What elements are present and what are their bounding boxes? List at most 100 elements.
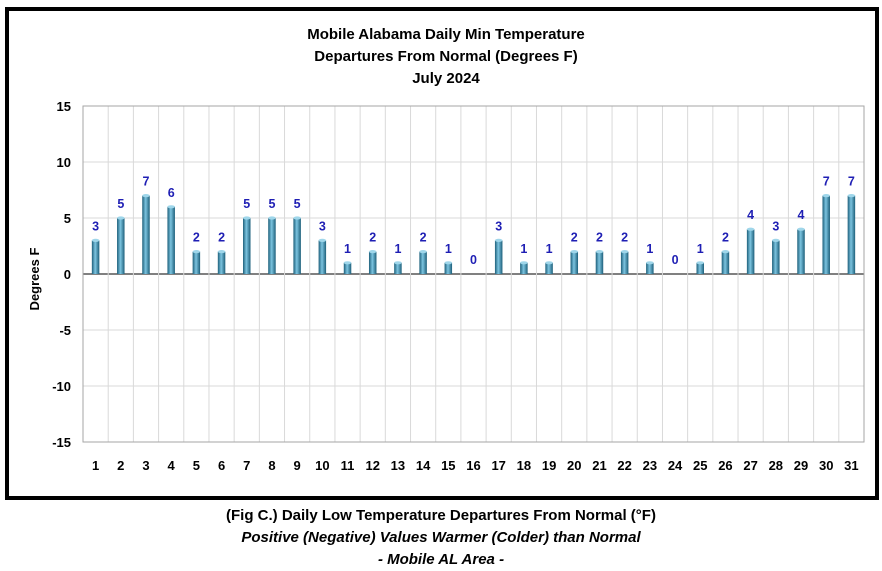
bar-cap bbox=[91, 238, 100, 242]
bar-cap bbox=[419, 250, 427, 254]
data-label: 4 bbox=[747, 208, 754, 222]
bar-cap bbox=[746, 227, 755, 231]
figure-caption: (Fig C.) Daily Low Temperature Departure… bbox=[0, 505, 882, 571]
x-tick-label: 14 bbox=[416, 458, 431, 473]
bar-cap bbox=[117, 216, 125, 220]
x-tick-label: 27 bbox=[743, 458, 757, 473]
data-label: 7 bbox=[823, 175, 830, 189]
data-label: 1 bbox=[646, 242, 653, 256]
bars bbox=[91, 194, 856, 274]
bar-cap bbox=[797, 227, 805, 231]
bar-cap bbox=[520, 261, 528, 265]
x-tick-label: 28 bbox=[769, 458, 783, 473]
data-label: 2 bbox=[369, 231, 376, 245]
x-tick-label: 10 bbox=[315, 458, 329, 473]
data-label: 6 bbox=[168, 186, 175, 200]
bar bbox=[696, 262, 704, 274]
data-label: 2 bbox=[621, 231, 628, 245]
x-tick-label: 13 bbox=[391, 458, 405, 473]
data-label: 4 bbox=[798, 208, 805, 222]
data-label: 2 bbox=[420, 231, 427, 245]
bar bbox=[192, 251, 201, 274]
x-tick-label: 20 bbox=[567, 458, 581, 473]
x-tick-labels: 1 2 3 4 5 6 7 8 9 10 11 12 13 14 15 16 17 18 19 20 21 22 23 24 2… bbox=[92, 458, 859, 473]
x-tick-label: 11 bbox=[341, 458, 355, 473]
bar-cap bbox=[721, 250, 730, 254]
y-tick-label: 15 bbox=[57, 99, 71, 114]
data-label: 2 bbox=[596, 231, 603, 245]
data-label: 3 bbox=[772, 219, 779, 233]
x-tick-label: 22 bbox=[617, 458, 631, 473]
x-tick-label: 9 bbox=[294, 458, 301, 473]
bar-cap bbox=[595, 250, 604, 254]
bar-cap bbox=[142, 194, 150, 198]
bar-cap bbox=[268, 216, 276, 220]
bar bbox=[595, 251, 604, 274]
bar bbox=[394, 262, 402, 274]
bar bbox=[494, 240, 503, 274]
x-tick-label: 17 bbox=[491, 458, 505, 473]
bar-cap bbox=[192, 250, 201, 254]
bar-cap bbox=[772, 238, 780, 242]
bar bbox=[520, 262, 528, 274]
data-label: 5 bbox=[243, 197, 250, 211]
x-tick-label: 21 bbox=[592, 458, 606, 473]
grid bbox=[82, 105, 865, 443]
x-tick-label: 16 bbox=[466, 458, 480, 473]
caption-line-1: (Fig C.) Daily Low Temperature Departure… bbox=[226, 507, 656, 524]
bar-cap bbox=[570, 250, 579, 254]
x-tick-label: 25 bbox=[693, 458, 707, 473]
bar-cap bbox=[545, 261, 553, 265]
x-tick-label: 24 bbox=[668, 458, 683, 473]
bar bbox=[419, 251, 427, 274]
data-label: 2 bbox=[193, 231, 200, 245]
y-tick-label: -15 bbox=[52, 435, 71, 450]
bar bbox=[117, 218, 125, 274]
bar-cap bbox=[343, 261, 352, 265]
bar-cap bbox=[696, 261, 704, 265]
data-label: 7 bbox=[143, 175, 150, 189]
x-tick-label: 1 bbox=[92, 458, 99, 473]
bar bbox=[142, 195, 150, 274]
x-tick-label: 15 bbox=[441, 458, 455, 473]
bar-cap bbox=[494, 238, 503, 242]
data-label: 2 bbox=[571, 231, 578, 245]
bar-cap bbox=[847, 194, 856, 198]
y-tick-label: -10 bbox=[52, 379, 71, 394]
x-tick-label: 7 bbox=[243, 458, 250, 473]
bar-cap bbox=[217, 250, 226, 254]
x-tick-label: 18 bbox=[517, 458, 531, 473]
x-tick-label: 4 bbox=[168, 458, 176, 473]
data-label: 1 bbox=[546, 242, 553, 256]
data-labels: 3 5 7 6 2 2 5 5 5 3 1 2 1 2 1 0 3 1 1 2 2 2 1 0 1 2 4 3 4 7 7 bbox=[92, 175, 855, 267]
bar bbox=[268, 218, 276, 274]
bar-cap bbox=[394, 261, 402, 265]
data-label: 1 bbox=[445, 242, 452, 256]
y-tick-label: 10 bbox=[57, 155, 71, 170]
bar bbox=[243, 218, 251, 274]
chart-frame: Mobile Alabama Daily Min Temperature Dep… bbox=[5, 7, 879, 500]
x-tick-label: 19 bbox=[542, 458, 556, 473]
data-label: 0 bbox=[470, 253, 477, 267]
y-tick-label: 0 bbox=[64, 267, 71, 282]
bar-cap bbox=[646, 261, 654, 265]
x-tick-label: 5 bbox=[193, 458, 200, 473]
bar bbox=[847, 195, 856, 274]
x-tick-label: 6 bbox=[218, 458, 225, 473]
bar-cap bbox=[318, 238, 327, 242]
bar bbox=[646, 262, 654, 274]
bar-cap bbox=[368, 250, 377, 254]
bar bbox=[217, 251, 226, 274]
bar bbox=[343, 262, 352, 274]
x-tick-label: 8 bbox=[268, 458, 275, 473]
bar bbox=[772, 240, 780, 274]
chart: Mobile Alabama Daily Min Temperature Dep… bbox=[27, 26, 865, 473]
data-label: 3 bbox=[495, 219, 502, 233]
caption-line-3: - Mobile AL Area - bbox=[377, 551, 505, 568]
bar bbox=[444, 262, 453, 274]
bar bbox=[91, 240, 100, 274]
chart-title-line-2: Departures From Normal (Degrees F) bbox=[314, 48, 577, 65]
data-label: 5 bbox=[294, 197, 301, 211]
data-label: 1 bbox=[344, 242, 351, 256]
x-tick-label: 3 bbox=[142, 458, 149, 473]
